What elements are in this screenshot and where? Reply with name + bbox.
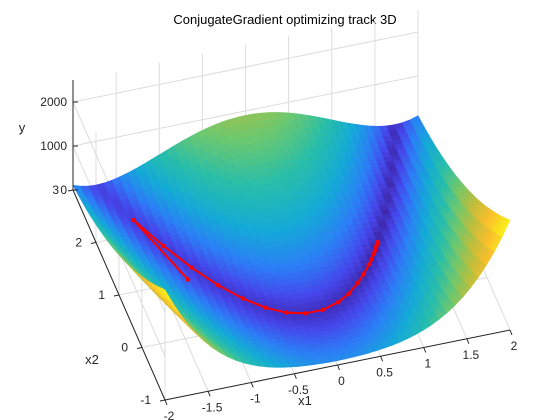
y-tick-label: 2 — [75, 236, 82, 250]
x-axis-label: x1 — [298, 393, 312, 408]
z-tick-label: 2000 — [40, 95, 67, 109]
track-point — [240, 296, 246, 301]
track-point — [372, 248, 378, 253]
z-tick-label: 1000 — [40, 139, 67, 153]
y-tick-label: 0 — [121, 341, 128, 355]
track-point — [189, 265, 194, 270]
x-tick-label: 0.5 — [376, 365, 393, 379]
y-axis-label: x2 — [85, 352, 99, 367]
axis-line — [113, 294, 120, 297]
y-tick-label: 3 — [52, 183, 59, 197]
chart-title: ConjugateGradient optimizing track 3D — [173, 12, 396, 27]
track-point — [131, 217, 136, 223]
axis-line — [466, 338, 470, 344]
y-tick-label: -1 — [140, 393, 151, 407]
track-point — [355, 280, 361, 285]
axis-line — [159, 399, 166, 402]
axis-line — [250, 382, 254, 388]
axis-line — [164, 399, 168, 406]
track-point — [216, 283, 221, 288]
track-point — [361, 272, 366, 277]
axis-line — [136, 347, 143, 349]
track-point — [336, 300, 341, 305]
x-tick-label: 1 — [424, 357, 431, 371]
y-tick-label: 1 — [98, 288, 105, 302]
surface-plot — [72, 112, 511, 368]
axis-line — [509, 329, 513, 336]
x-tick-label: -2 — [164, 409, 175, 420]
track-point — [303, 311, 308, 316]
surface-patch — [499, 218, 511, 238]
track-point — [161, 243, 166, 249]
track-point — [369, 257, 374, 262]
axis-line — [207, 391, 211, 397]
track-point — [375, 239, 380, 245]
axis-line — [293, 373, 297, 379]
x-tick-label: -1.5 — [202, 400, 223, 414]
track-point — [263, 305, 268, 310]
axis-line — [67, 189, 74, 192]
track-point — [366, 262, 371, 267]
axis-line — [337, 364, 340, 371]
track-point — [185, 277, 191, 282]
x-tick-label: -1 — [250, 392, 261, 406]
x-tick-label: 1.5 — [463, 348, 480, 362]
x-tick-label: -0.5 — [288, 383, 309, 397]
z-axis-label: y — [19, 120, 26, 135]
axis-line — [423, 347, 427, 353]
x-tick-label: 2 — [511, 339, 518, 353]
axes — [67, 80, 513, 406]
track-point — [284, 310, 289, 315]
track-point — [320, 307, 326, 312]
optimization-track — [131, 217, 380, 316]
z-tick-label: 0 — [60, 183, 67, 197]
track-point — [346, 291, 351, 296]
axis-line — [380, 356, 384, 362]
axis-line — [90, 242, 97, 244]
x-tick-label: 0 — [338, 374, 345, 388]
